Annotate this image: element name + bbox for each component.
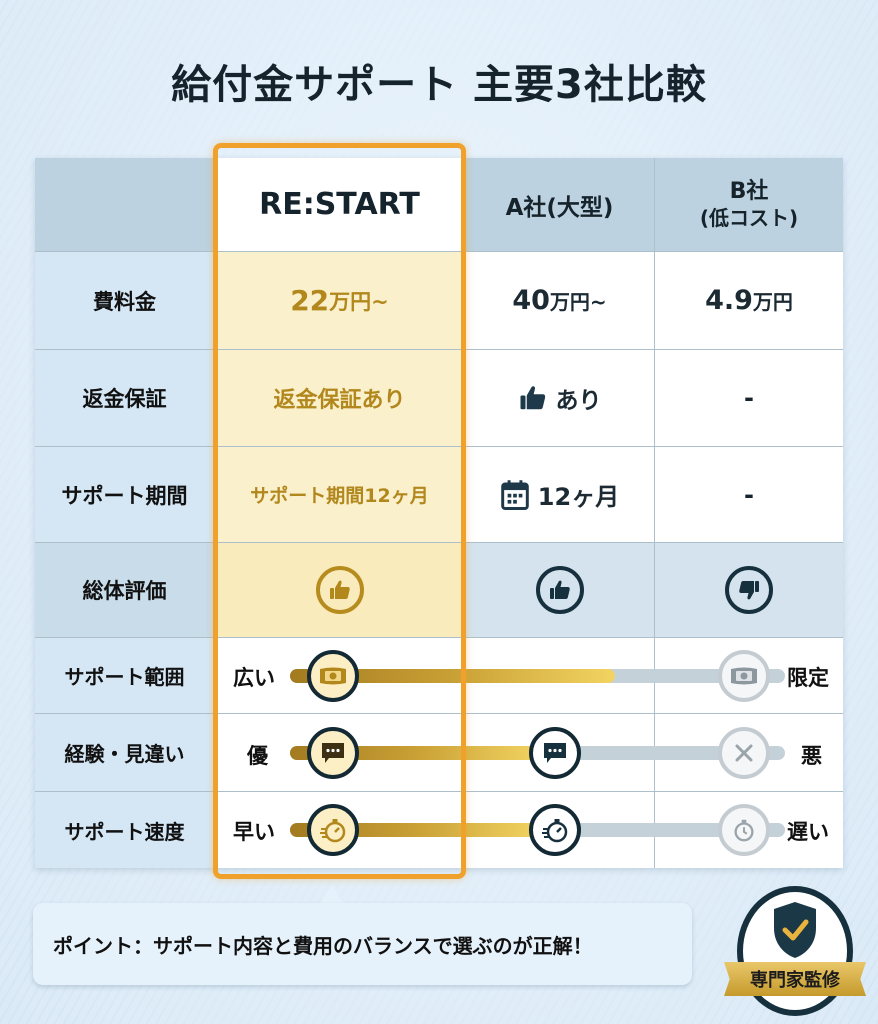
- thumbs-up-icon: [549, 580, 570, 599]
- evaluation-restart: [215, 543, 465, 638]
- thumbs-down-icon: [739, 581, 759, 600]
- refund-a: あり: [465, 350, 655, 447]
- expert-supervised-badge: 専門家監修: [724, 882, 866, 1022]
- chat-icon: [322, 743, 344, 763]
- scope-knob-b: [718, 650, 770, 702]
- shield-check-icon: [774, 902, 816, 958]
- fee-a: 40 万円~: [465, 252, 655, 350]
- header-restart: RE:START: [215, 158, 465, 252]
- period-a: 12ヶ月: [465, 447, 655, 543]
- speed-knob-b: [718, 804, 770, 856]
- refund-a-text: あり: [555, 388, 602, 414]
- stopwatch-icon: [320, 819, 346, 843]
- scope-b-cell: [655, 638, 843, 714]
- evaluation-a: [465, 543, 655, 638]
- fee-a-unit: 万円~: [549, 290, 607, 314]
- header-empty-cell: [35, 158, 215, 252]
- badge-ribbon: 専門家監修: [724, 962, 866, 996]
- thumbs-up-icon: [520, 386, 545, 410]
- point-callout: ポイント：サポート内容と費用のバランスで選ぶのが正解！: [33, 903, 692, 985]
- fee-b-number: 4.9: [705, 285, 753, 316]
- x-icon: [735, 744, 753, 762]
- chat-icon: [544, 743, 566, 763]
- stopwatch-slow-icon: [734, 819, 754, 842]
- row-label-period: サポート期間: [35, 447, 215, 543]
- slider-speed-right-label: 遅い: [787, 820, 829, 844]
- scope-track-fill: [290, 669, 615, 683]
- refund-b: -: [655, 350, 843, 447]
- slider-speed-left-label: 早い: [233, 820, 275, 844]
- row-label-speed: サポート速度: [35, 792, 215, 868]
- slider-experience-right-label: 悪: [801, 744, 822, 768]
- thumbs-down-badge: [725, 566, 773, 614]
- speed-knob-restart: [307, 804, 359, 856]
- experience-knob-b: [718, 727, 770, 779]
- header-b-sub: (低コスト): [699, 205, 799, 230]
- thumbs-up-badge: [315, 566, 364, 614]
- row-label-evaluation: 総体評価: [35, 543, 215, 638]
- fee-restart: 22 万円~: [215, 252, 465, 350]
- callout-pointer: [320, 885, 344, 904]
- experience-knob-restart: [307, 727, 359, 779]
- scope-knob-restart: [307, 650, 359, 702]
- slider-scope-left-label: 広い: [233, 666, 275, 690]
- row-label-refund: 返金保証: [35, 350, 215, 447]
- header-a-company: A社(大型): [465, 158, 655, 252]
- slider-scope-right-label: 限定: [787, 666, 829, 690]
- stopwatch-icon: [542, 819, 568, 843]
- fee-b-unit: 万円: [752, 290, 793, 314]
- header-b-company: B社 (低コスト): [655, 158, 843, 252]
- experience-knob-a: [529, 727, 581, 779]
- money-icon: [731, 667, 757, 685]
- thumbs-up-badge: [535, 566, 584, 614]
- evaluation-b: [655, 543, 843, 638]
- money-icon: [320, 667, 346, 685]
- header-b-name: B社: [729, 179, 769, 205]
- page-title: 給付金サポート 主要3社比較: [171, 62, 707, 108]
- fee-restart-unit: 万円~: [329, 289, 389, 314]
- slider-experience-left-label: 優: [247, 744, 268, 768]
- row-label-fee: 費料金: [35, 252, 215, 350]
- comparison-table: RE:START A社(大型) B社 (低コスト) 費料金 22 万円~ 40 万円…: [35, 158, 843, 868]
- fee-restart-number: 22: [290, 284, 330, 317]
- period-a-text: 12ヶ月: [537, 483, 620, 511]
- period-b: -: [655, 447, 843, 543]
- fee-a-number: 40: [512, 285, 550, 316]
- period-restart: サポート期間12ヶ月: [215, 447, 465, 543]
- row-label-scope: サポート範囲: [35, 638, 215, 714]
- refund-restart: 返金保証あり: [215, 350, 465, 447]
- row-label-experience: 経験・見違い: [35, 714, 215, 792]
- speed-knob-a: [529, 804, 581, 856]
- fee-b: 4.9 万円: [655, 252, 843, 350]
- calendar-icon: [501, 479, 529, 510]
- experience-b-cell: [655, 714, 843, 792]
- thumbs-up-icon: [329, 580, 350, 599]
